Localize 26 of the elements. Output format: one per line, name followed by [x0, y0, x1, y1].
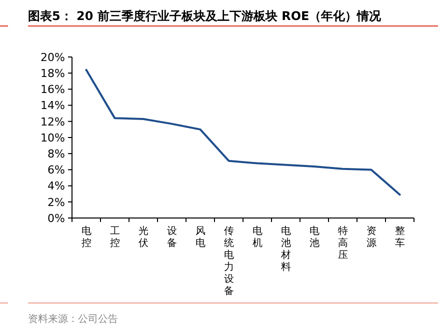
x-tick-label: 风电 — [195, 226, 206, 249]
y-tick-label: 10% — [40, 131, 65, 144]
line-series — [85, 68, 401, 196]
x-tick-label: 工控 — [110, 226, 120, 249]
chart-title: 图表5： 20 前三季度行业子板块及上下游板块 ROE（年化）情况 — [28, 9, 382, 23]
y-tick-label: 18% — [40, 66, 65, 80]
x-tick-label: 电控 — [81, 225, 92, 249]
x-tick-label: 电池 — [309, 225, 320, 249]
text: 资料来源：公司公告 — [28, 313, 118, 325]
x-tick-label: 特高压 — [338, 225, 348, 261]
x-tick-label: 设备 — [166, 225, 177, 249]
y-tick-label: 12% — [40, 115, 65, 128]
x-tick-label: 电池材料 — [280, 225, 291, 273]
y-tick-label: 20% — [40, 50, 65, 64]
y-tick-label: 6% — [48, 164, 65, 177]
x-tick-label: 资源 — [366, 225, 376, 249]
y-tick-label: 14% — [40, 99, 65, 112]
y-tick-label: 16% — [40, 83, 65, 96]
y-tick-label: 0% — [48, 212, 65, 225]
y-tick-label: 4% — [48, 180, 65, 193]
x-tick-label: 电机 — [252, 225, 262, 249]
y-tick-label: 2% — [48, 196, 65, 209]
x-tick-label: 光伏 — [138, 225, 148, 249]
x-tick-label: 传统电力设备 — [224, 226, 234, 297]
y-tick-label: 8% — [48, 147, 65, 160]
x-tick-label: 整车 — [394, 225, 405, 249]
